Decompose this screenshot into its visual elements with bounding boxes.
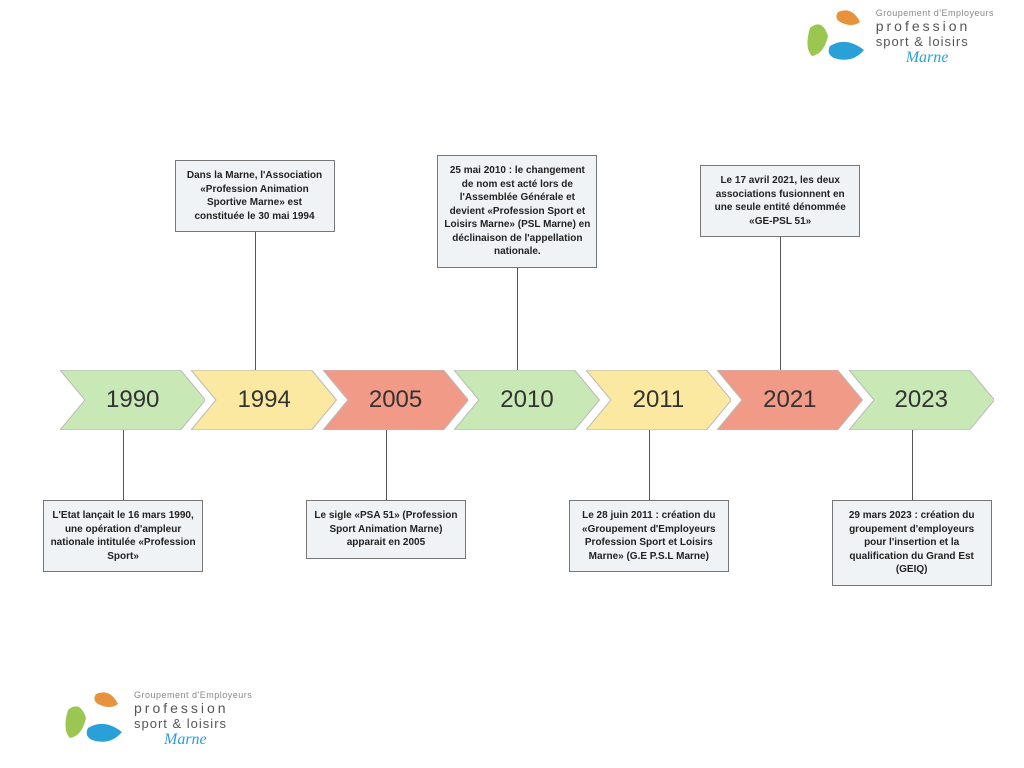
logo-line4: Marne <box>906 49 994 67</box>
connector-2010 <box>517 268 518 370</box>
logo-text: Groupement d'Employeurs profession sport… <box>876 9 994 66</box>
timeline-arrow-2023: 2023 <box>849 370 994 430</box>
logo-text: Groupement d'Employeurs profession sport… <box>134 691 252 748</box>
logo-line3: sport & loisirs <box>876 35 994 49</box>
logo-line3: sport & loisirs <box>134 717 252 731</box>
logo-mark-icon <box>60 690 130 750</box>
logo-mark-icon <box>802 8 872 68</box>
timeline-year-label: 2010 <box>500 386 553 414</box>
connector-2011 <box>649 430 650 500</box>
callout-2023: 29 mars 2023 : création du groupement d'… <box>832 500 992 586</box>
timeline-arrow-2005: 2005 <box>323 370 468 430</box>
logo-line4: Marne <box>164 731 252 749</box>
connector-2021 <box>780 237 781 370</box>
timeline-year-label: 2021 <box>763 386 816 414</box>
logo-top: Groupement d'Employeurs profession sport… <box>802 8 994 68</box>
timeline: 1990 1994 2005 2010 2011 2021 2023 <box>60 370 980 430</box>
timeline-arrow-1994: 1994 <box>191 370 336 430</box>
callout-2010: 25 mai 2010 : le changement de nom est a… <box>437 155 597 268</box>
timeline-arrow-2011: 2011 <box>586 370 731 430</box>
timeline-arrow-1990: 1990 <box>60 370 205 430</box>
timeline-year-label: 1994 <box>237 386 290 414</box>
timeline-year-label: 1990 <box>106 386 159 414</box>
connector-1990 <box>123 430 124 500</box>
logo-line2: profession <box>876 19 994 34</box>
connector-2005 <box>386 430 387 500</box>
callout-1994: Dans la Marne, l'Association «Profession… <box>175 160 335 232</box>
timeline-arrow-2021: 2021 <box>717 370 862 430</box>
logo-line2: profession <box>134 701 252 716</box>
timeline-arrow-2010: 2010 <box>454 370 599 430</box>
callout-1990: L'Etat lançait le 16 mars 1990, une opér… <box>43 500 203 572</box>
callout-2021: Le 17 avril 2021, les deux associations … <box>700 165 860 237</box>
connector-1994 <box>255 232 256 370</box>
callout-2005: Le sigle «PSA 51» (Profession Sport Anim… <box>306 500 466 559</box>
timeline-year-label: 2023 <box>895 386 948 414</box>
timeline-year-label: 2005 <box>369 386 422 414</box>
logo-bottom: Groupement d'Employeurs profession sport… <box>60 690 252 750</box>
timeline-year-label: 2011 <box>633 386 685 414</box>
connector-2023 <box>912 430 913 500</box>
callout-2011: Le 28 juin 2011 : création du «Groupemen… <box>569 500 729 572</box>
